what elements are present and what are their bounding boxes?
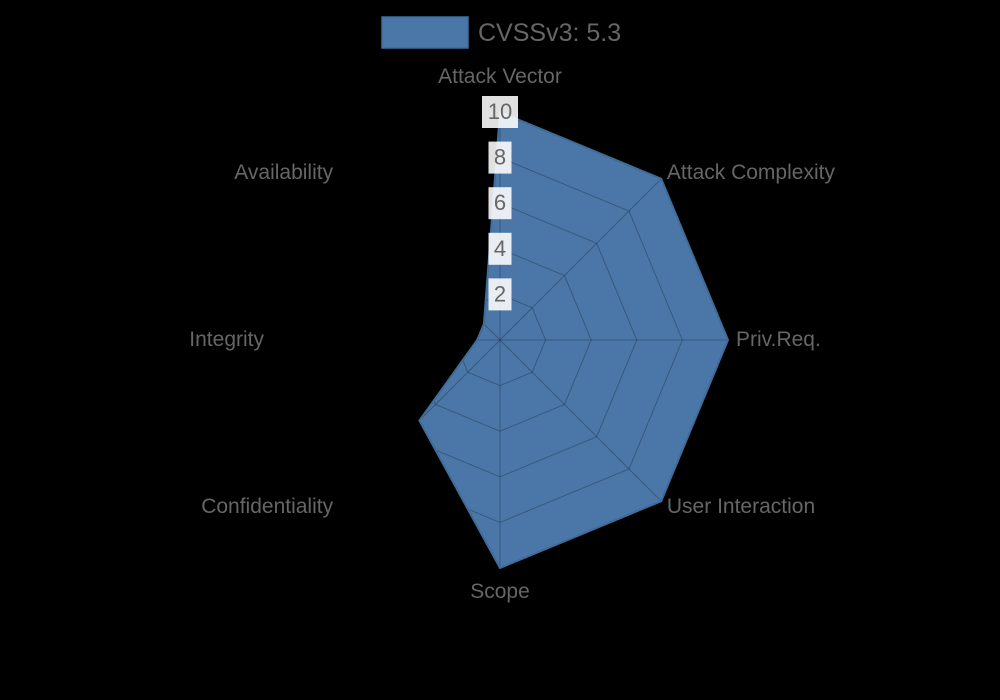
svg-text:Integrity: Integrity [189,328,264,351]
svg-text:User Interaction: User Interaction [667,495,815,518]
svg-text:CVSSv3: 5.3: CVSSv3: 5.3 [478,19,621,47]
svg-text:6: 6 [494,190,506,215]
svg-text:Attack Vector: Attack Vector [438,65,562,88]
svg-text:4: 4 [494,236,506,261]
svg-text:Confidentiality: Confidentiality [201,495,333,518]
svg-text:Availability: Availability [234,161,333,184]
svg-text:Scope: Scope [470,580,530,603]
svg-text:Attack Complexity: Attack Complexity [667,161,836,184]
svg-text:2: 2 [494,281,506,306]
svg-text:8: 8 [494,145,506,170]
svg-text:Priv.Req.: Priv.Req. [736,328,821,351]
svg-text:10: 10 [488,99,512,124]
